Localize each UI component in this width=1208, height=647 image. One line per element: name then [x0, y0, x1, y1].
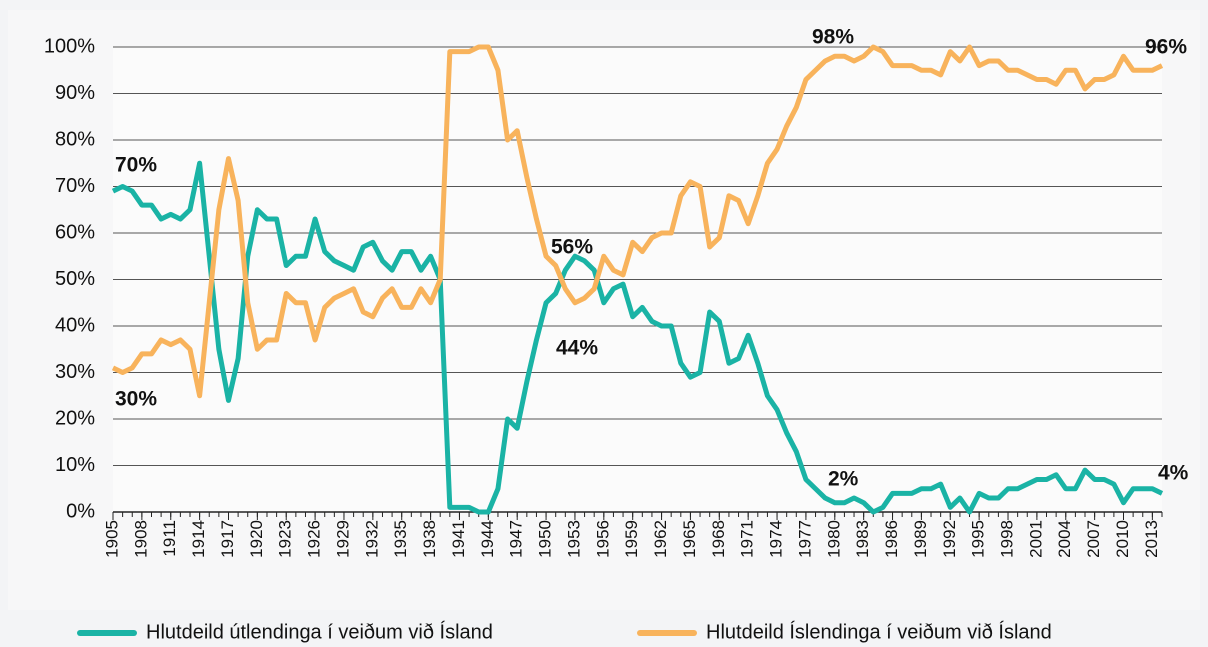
annotation: 30%: [115, 388, 157, 411]
legend-label: Hlutdeild Íslendinga í veiðum við Ísland: [706, 620, 1052, 643]
x-tick-label: 1944: [478, 520, 497, 558]
annotation: 56%: [551, 236, 593, 259]
x-tick-label: 1986: [882, 520, 901, 558]
annotation: 4%: [1158, 462, 1189, 485]
annotation: 2%: [828, 468, 859, 491]
x-tick-label: 1998: [998, 520, 1017, 558]
x-tick-label: 1923: [276, 520, 295, 558]
y-tick-label: 80%: [55, 128, 95, 150]
x-tick-label: 1917: [218, 520, 237, 558]
y-tick-label: 40%: [55, 314, 95, 336]
x-tick-label: 1983: [853, 520, 872, 558]
x-tick-label: 1992: [940, 520, 959, 558]
legend-label: Hlutdeild útlendinga í veiðum við Ísland: [146, 620, 493, 643]
annotation: 70%: [115, 154, 157, 177]
x-tick-label: 2010: [1113, 520, 1132, 558]
y-tick-label: 60%: [55, 221, 95, 243]
y-tick-label: 20%: [55, 407, 95, 429]
x-tick-label: 1965: [680, 520, 699, 558]
y-tick-label: 10%: [55, 454, 95, 476]
x-tick-label: 2013: [1142, 520, 1161, 558]
x-tick-label: 1935: [391, 520, 410, 558]
annotation: 96%: [1145, 36, 1187, 59]
x-tick-label: 1941: [449, 520, 468, 558]
x-tick-label: 1926: [305, 520, 324, 558]
x-tick-label: 1905: [102, 520, 121, 558]
x-tick-label: 1962: [651, 520, 670, 558]
x-tick-label: 1974: [767, 520, 786, 558]
x-tick-label: 1977: [795, 520, 814, 558]
annotation: 98%: [812, 26, 854, 49]
annotation: 44%: [556, 337, 598, 360]
y-tick-label: 30%: [55, 361, 95, 383]
x-tick-label: 1995: [969, 520, 988, 558]
y-tick-label: 0%: [66, 500, 95, 522]
x-tick-label: 1920: [247, 520, 266, 558]
x-tick-label: 1959: [622, 520, 641, 558]
x-tick-label: 1989: [911, 520, 930, 558]
x-tick-label: 1932: [362, 520, 381, 558]
y-tick-label: 90%: [55, 82, 95, 104]
series-line: [111, 44, 1164, 399]
series-line: [111, 160, 1164, 515]
y-tick-label: 100%: [44, 35, 95, 57]
x-tick-label: 1950: [536, 520, 555, 558]
y-tick-label: 70%: [55, 175, 95, 197]
x-tick-label: 1911: [160, 520, 179, 557]
x-tick-label: 1956: [593, 520, 612, 558]
x-tick-label: 2004: [1055, 520, 1074, 558]
x-tick-label: 2001: [1026, 520, 1045, 558]
x-tick-label: 1908: [131, 520, 150, 558]
x-tick-label: 2007: [1084, 520, 1103, 558]
x-tick-label: 1971: [738, 520, 757, 558]
y-tick-label: 50%: [55, 268, 95, 290]
x-tick-label: 1953: [564, 520, 583, 558]
x-tick-label: 1980: [824, 520, 843, 558]
x-tick-label: 1968: [709, 520, 728, 558]
x-tick-label: 1938: [420, 520, 439, 558]
x-tick-label: 1929: [333, 520, 352, 558]
x-tick-label: 1914: [189, 520, 208, 558]
x-tick-label: 1947: [507, 520, 526, 558]
